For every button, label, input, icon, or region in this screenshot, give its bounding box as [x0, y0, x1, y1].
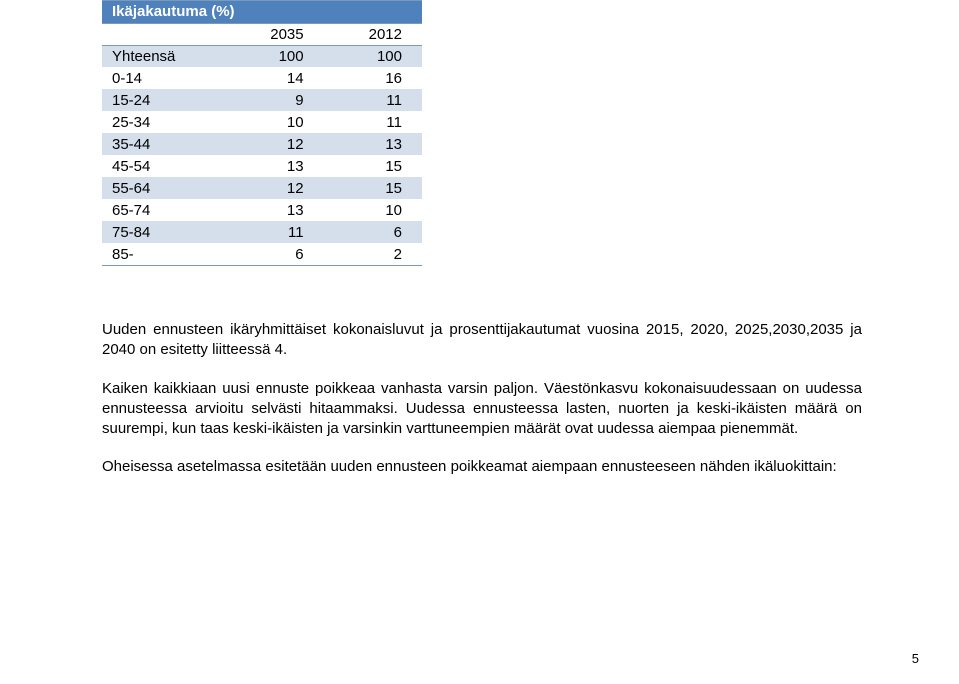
page: Ikäjakautuma (%) 2035 2012 Yhteensä 100 … — [0, 0, 959, 684]
age-table: Ikäjakautuma (%) 2035 2012 Yhteensä 100 … — [102, 1, 422, 265]
row-label: 25-34 — [102, 111, 225, 133]
row-val-b: 10 — [324, 199, 422, 221]
row-val-a: 13 — [225, 155, 323, 177]
row-label: 85- — [102, 243, 225, 265]
row-val-b: 11 — [324, 111, 422, 133]
row-val-b: 15 — [324, 155, 422, 177]
row-val-a: 14 — [225, 67, 323, 89]
years-blank — [102, 23, 225, 45]
row-val-b: 16 — [324, 67, 422, 89]
row-label: 15-24 — [102, 89, 225, 111]
row-val-a: 100 — [225, 45, 323, 67]
row-val-a: 9 — [225, 89, 323, 111]
table-row: 85- 6 2 — [102, 243, 422, 265]
row-val-a: 11 — [225, 221, 323, 243]
year-col-2: 2012 — [324, 23, 422, 45]
paragraph-3: Oheisessa asetelmassa esitetään uuden en… — [102, 457, 862, 477]
row-val-a: 12 — [225, 177, 323, 199]
table-row: 55-64 12 15 — [102, 177, 422, 199]
year-col-1: 2035 — [225, 23, 323, 45]
table-row: 0-14 14 16 — [102, 67, 422, 89]
row-label: 45-54 — [102, 155, 225, 177]
table-title: Ikäjakautuma (%) — [102, 1, 422, 23]
table-row: 15-24 9 11 — [102, 89, 422, 111]
row-val-b: 13 — [324, 133, 422, 155]
row-val-a: 6 — [225, 243, 323, 265]
row-val-b: 6 — [324, 221, 422, 243]
table-row: Yhteensä 100 100 — [102, 45, 422, 67]
table-row: 75-84 11 6 — [102, 221, 422, 243]
row-label: 65-74 — [102, 199, 225, 221]
row-label: Yhteensä — [102, 45, 225, 67]
table-row: 65-74 13 10 — [102, 199, 422, 221]
row-label: 35-44 — [102, 133, 225, 155]
paragraph-1: Uuden ennusteen ikäryhmittäiset kokonais… — [102, 320, 862, 361]
paragraph-2: Kaiken kaikkiaan uusi ennuste poikkeaa v… — [102, 379, 862, 440]
row-label: 0-14 — [102, 67, 225, 89]
table-row: 35-44 12 13 — [102, 133, 422, 155]
row-val-b: 11 — [324, 89, 422, 111]
row-val-a: 13 — [225, 199, 323, 221]
table-years-row: 2035 2012 — [102, 23, 422, 45]
row-val-b: 2 — [324, 243, 422, 265]
page-number: 5 — [912, 651, 919, 666]
age-distribution-table: Ikäjakautuma (%) 2035 2012 Yhteensä 100 … — [102, 0, 422, 266]
row-val-b: 15 — [324, 177, 422, 199]
table-row: 25-34 10 11 — [102, 111, 422, 133]
table-header-row: Ikäjakautuma (%) — [102, 1, 422, 23]
row-label: 75-84 — [102, 221, 225, 243]
row-val-a: 10 — [225, 111, 323, 133]
table-row: 45-54 13 15 — [102, 155, 422, 177]
row-val-b: 100 — [324, 45, 422, 67]
body-text: Uuden ennusteen ikäryhmittäiset kokonais… — [102, 320, 862, 496]
row-label: 55-64 — [102, 177, 225, 199]
row-val-a: 12 — [225, 133, 323, 155]
